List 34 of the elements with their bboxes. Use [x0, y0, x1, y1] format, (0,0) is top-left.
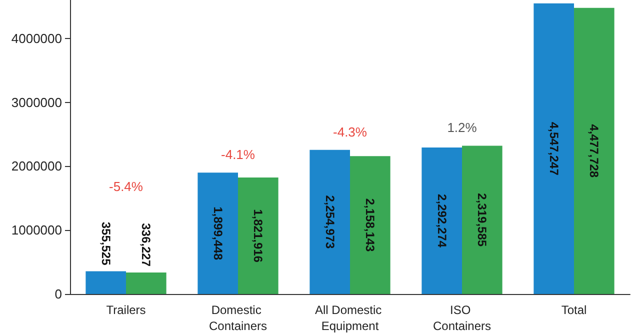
x-tick-label: Domestic Containers: [208, 303, 268, 333]
annotation: -4.3%: [333, 124, 368, 140]
data-label: 1,821,916: [251, 209, 266, 263]
y-tick-label: 1000000: [11, 222, 62, 238]
x-tick-label: All Domestic Equipment: [314, 303, 386, 333]
bar: [86, 271, 126, 294]
bar: [462, 146, 502, 294]
x-tick-label: Total: [561, 303, 587, 317]
data-label: 2,158,143: [363, 198, 378, 252]
data-label: 4,547,247: [546, 122, 561, 176]
data-label: 1,899,448: [210, 206, 225, 260]
data-label: 2,292,274: [434, 194, 449, 248]
bar: [574, 8, 614, 294]
bar: [534, 3, 574, 294]
annotation: 1.2%: [447, 120, 478, 136]
annotation: -4.1%: [221, 147, 256, 162]
bar: [238, 178, 278, 294]
data-label: 2,254,973: [322, 195, 337, 249]
data-label: 4,477,728: [587, 124, 602, 178]
y-tick-label: 4000000: [11, 30, 62, 46]
bar: [422, 147, 462, 294]
y-tick-label: 0: [54, 286, 62, 302]
bar: [310, 150, 350, 294]
x-tick-label: Trailers: [106, 303, 146, 317]
annotation: -5.4%: [109, 178, 144, 194]
bar: [350, 156, 390, 294]
data-label: 336,227: [139, 223, 154, 267]
data-label: 355,525: [98, 222, 113, 266]
x-tick-label: ISO Containers: [432, 303, 492, 333]
data-label: 2,319,585: [475, 193, 490, 247]
bar: [198, 172, 238, 294]
y-tick-label: 2000000: [11, 158, 62, 174]
bar: [126, 272, 166, 294]
y-tick-label: 3000000: [11, 94, 62, 110]
